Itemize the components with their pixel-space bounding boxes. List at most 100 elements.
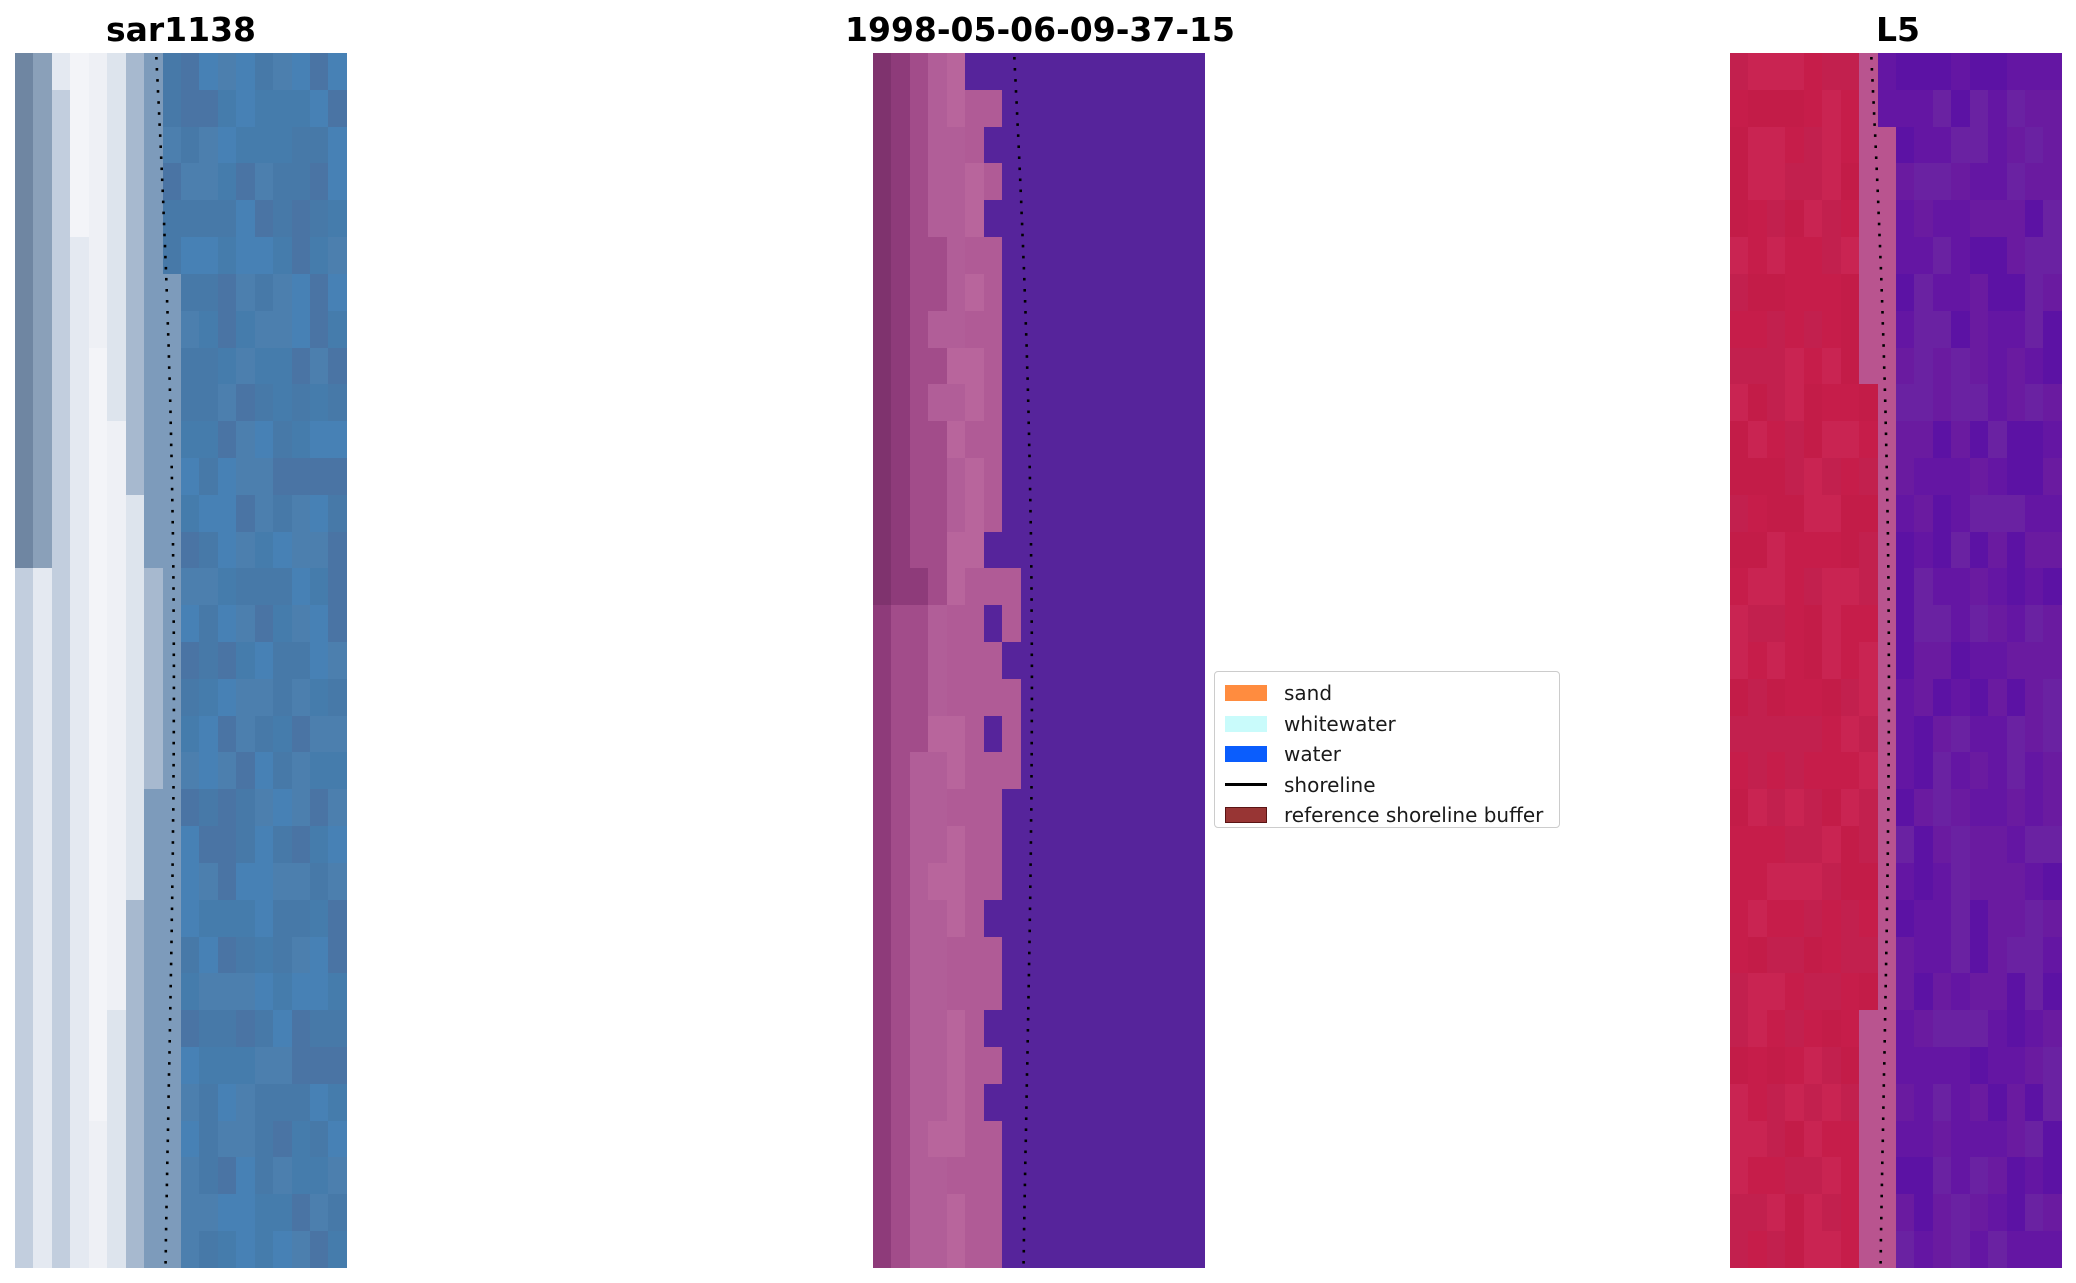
shoreline-dot [1024,1117,1028,1120]
pixel-cell [965,1010,984,1047]
pixel-cell [1748,789,1767,827]
pixel-cell [1859,273,1878,311]
pixel-cell [1766,973,1786,1011]
pixel-cell [217,862,237,900]
pixel-cell [1877,1010,1896,1047]
pixel-cell [2006,752,2025,790]
pixel-cell [180,163,200,201]
pixel-cell [1730,1120,1749,1158]
pixel-cell [1766,1046,1786,1084]
pixel-cell [2006,53,2025,90]
shoreline-dot [169,410,172,414]
pixel-cell [2025,752,2044,790]
pixel-cell [983,568,1003,606]
pixel-cell [983,126,1003,164]
pixel-cell [1822,347,1841,385]
pixel-cell [946,384,966,422]
shoreline-dot [1882,1073,1886,1076]
pixel-cell [2043,568,2062,606]
pixel-cell [125,163,145,201]
pixel-cell [1002,494,1021,532]
pixel-cell [1766,715,1786,753]
pixel-cell [909,1120,929,1158]
pixel-cell [217,347,237,385]
pixel-cell [1803,89,1823,127]
pixel-cell [891,163,910,201]
shoreline-dot [1015,101,1018,104]
pixel-cell [217,1010,237,1047]
pixel-cell [1112,715,1132,753]
pixel-cell [1168,273,1187,311]
pixel-cell [125,1157,145,1195]
pixel-cell [1766,347,1786,385]
pixel-cell [1877,862,1896,900]
pixel-row [1730,1120,2062,1158]
pixel-cell [310,973,329,1011]
pixel-cell [328,310,347,348]
shoreline-dot [170,487,174,491]
pixel-cell [88,126,108,164]
pixel-cell [1932,200,1952,238]
pixel-cell [328,605,347,642]
pixel-cell [291,1194,310,1231]
pixel-cell [1131,715,1150,753]
pixel-cell [70,1231,89,1268]
pixel-cell [1057,826,1076,863]
pixel-cell [1914,531,1933,569]
pixel-cell [125,421,145,458]
l5-index-panel [1730,53,2062,1268]
pixel-cell [1803,1120,1823,1158]
pixel-cell [1914,568,1933,606]
pixel-cell [236,1046,255,1084]
pixel-cell [1020,899,1039,937]
pixel-cell [1969,899,1989,937]
pixel-cell [873,421,892,458]
pixel-cell [1895,126,1915,164]
pixel-cell [1730,1157,1749,1195]
pixel-cell [1951,973,1970,1011]
pixel-cell [2043,715,2062,753]
pixel-row [873,53,1205,90]
pixel-cell [1766,1010,1786,1047]
pixel-cell [1859,789,1878,827]
pixel-cell [1131,421,1150,458]
pixel-cell [70,973,89,1011]
pixel-row [15,752,347,790]
pixel-cell [1988,826,2007,863]
pixel-cell [1020,826,1039,863]
pixel-cell [1803,163,1823,201]
shoreline-dot [167,1073,171,1076]
shoreline-dot [1884,410,1887,414]
pixel-cell [2006,494,2025,532]
pixel-row [15,53,347,90]
pixel-cell [33,1010,52,1047]
pixel-cell [1766,752,1786,790]
pixel-cell [125,200,145,238]
pixel-cell [1895,494,1915,532]
pixel-cell [1730,1046,1749,1084]
pixel-cell [1730,752,1749,790]
shoreline-dot [1026,388,1030,391]
shoreline-dot [172,719,176,723]
pixel-cell [162,200,181,238]
shoreline-dot [1024,311,1027,314]
pixel-row [15,126,347,164]
pixel-cell [310,310,329,348]
pixel-cell [946,899,966,937]
pixel-cell [328,384,347,422]
pixel-cell [2025,126,2044,164]
pixel-cell [1951,457,1970,495]
shoreline-dot [167,1084,171,1087]
pixel-cell [1895,605,1915,642]
pixel-cell [1766,163,1786,201]
pixel-cell [1168,789,1187,827]
shoreline-dot [1885,940,1888,944]
pixel-cell [254,1194,274,1231]
pixel-cell [1914,494,1933,532]
pixel-cell [1131,310,1150,348]
pixel-cell [1002,347,1021,385]
pixel-cell [125,1194,145,1231]
pixel-cell [909,752,929,790]
pixel-cell [946,1157,966,1195]
pixel-cell [1859,494,1878,532]
